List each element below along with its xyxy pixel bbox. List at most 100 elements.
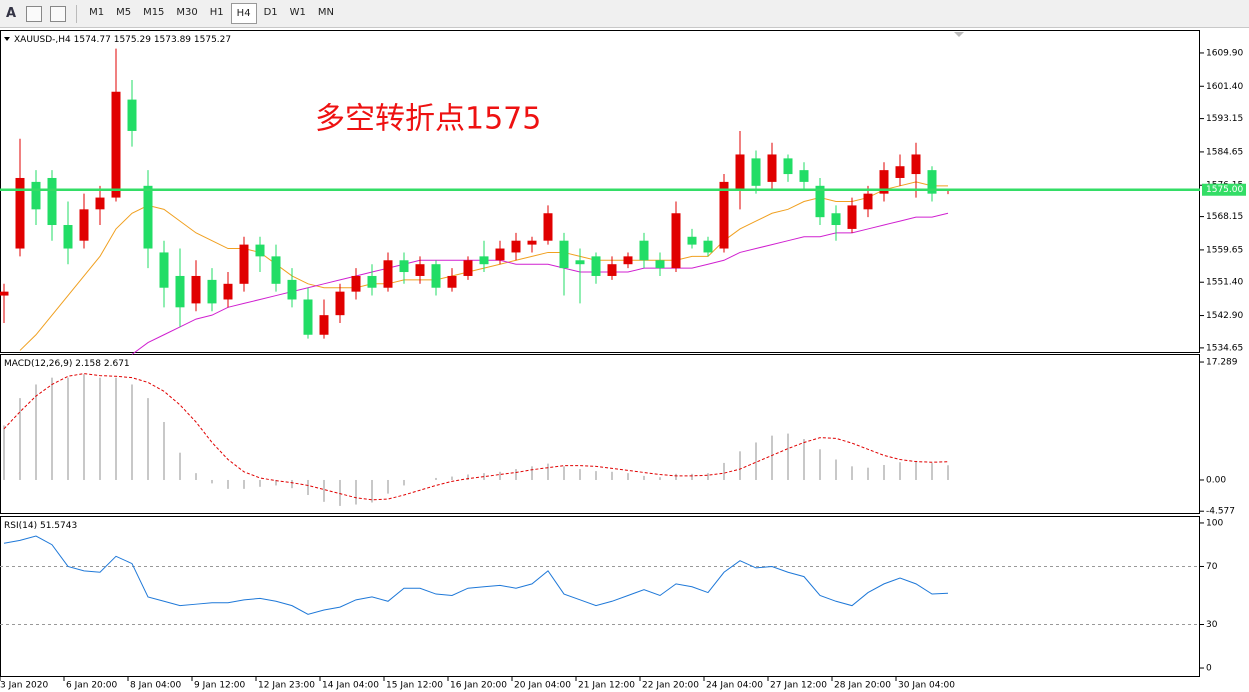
candle-body (927, 170, 937, 194)
shapes-tool[interactable] (50, 5, 67, 22)
y-tick-label: 1568.15 (1206, 212, 1243, 222)
candle-body (911, 154, 921, 175)
candle-body (367, 275, 377, 288)
candle-body (655, 260, 665, 269)
high-value: 1575.29 (114, 35, 151, 45)
shift-marker (954, 32, 964, 37)
y-tick-label: 1609.90 (1206, 48, 1243, 58)
candle-body (159, 252, 169, 288)
candle-body (783, 158, 793, 175)
candle-body (767, 154, 777, 182)
candle-body (399, 260, 409, 273)
candle-body (479, 256, 489, 265)
x-tick-label: 24 Jan 04:00 (706, 681, 763, 691)
x-tick-label: 3 Jan 2020 (0, 681, 48, 691)
x-tick-label: 12 Jan 23:00 (258, 681, 315, 691)
macd-header: MACD(12,26,9) 2.158 2.671 (4, 359, 130, 369)
candle-body (351, 275, 361, 292)
y-tick-label: 1551.40 (1206, 278, 1243, 288)
timeframe-button[interactable]: D1 (263, 7, 278, 18)
macd-title: MACD(12,26,9) (4, 359, 72, 369)
y-tick-label: 100 (1206, 518, 1223, 528)
candle-body (511, 240, 521, 253)
y-tick-label: 70 (1206, 562, 1218, 572)
candle-body (623, 256, 633, 265)
candle-body (191, 275, 201, 304)
candle-body (527, 240, 537, 245)
main-header: XAUUSD-,H4 1574.77 1575.29 1573.89 1575.… (14, 35, 231, 45)
low-value: 1573.89 (154, 35, 191, 45)
macd-panel (0, 354, 1200, 514)
candle-body (143, 185, 153, 249)
timeframe-button[interactable]: M1 (89, 7, 105, 18)
candle-body (63, 225, 73, 249)
candle-body (415, 264, 425, 276)
candle-body (863, 193, 873, 210)
toolbar: A M1 M5 M15 M30 H1 H4 D1 W1 MN (0, 0, 1249, 28)
candle-body (639, 240, 649, 261)
macd-value: 2.158 (75, 359, 101, 369)
signal-value: 2.671 (104, 359, 130, 369)
timeframes: M1 M5 M15 M30 H1 H4 D1 W1 MN (83, 3, 340, 24)
timeframe-button[interactable]: H4 (230, 3, 257, 24)
timeframe-button[interactable]: W1 (289, 7, 306, 18)
open-value: 1574.77 (74, 35, 111, 45)
x-tick-label: 16 Jan 20:00 (450, 681, 507, 691)
y-tick-label: 1584.65 (1206, 147, 1243, 157)
candle-body (815, 185, 825, 218)
rsi-title: RSI(14) (4, 521, 37, 531)
candle-body (207, 279, 217, 304)
text-label-tool[interactable] (26, 5, 43, 22)
candle-body (447, 275, 457, 288)
candle-body (431, 264, 441, 288)
y-tick-label: -4.577 (1206, 507, 1235, 517)
candle-body (223, 283, 233, 300)
candle-body (175, 275, 185, 308)
y-tick-label: 30 (1206, 620, 1218, 630)
indicator-line (3, 535, 949, 615)
candle-body (895, 166, 905, 178)
candle-body (831, 213, 841, 226)
price-level-label-bg (1202, 183, 1246, 196)
annotation: 多空转折点1575 (315, 102, 541, 137)
candle-body (335, 291, 345, 316)
candle-body (703, 240, 713, 253)
x-tick-label: 21 Jan 12:00 (578, 681, 635, 691)
candle-body (591, 256, 601, 276)
symbol: XAUUSD-,H4 (14, 35, 71, 45)
candle-body (671, 213, 681, 269)
timeframe-button[interactable]: M15 (143, 7, 165, 18)
candle-body (0, 291, 9, 296)
candle-body (95, 197, 105, 210)
candle-body (463, 260, 473, 276)
y-tick-label: 0.00 (1206, 475, 1226, 485)
x-tick-label: 15 Jan 12:00 (386, 681, 443, 691)
candle-body (607, 264, 617, 276)
x-tick-label: 9 Jan 12:00 (194, 681, 246, 691)
candle-body (751, 158, 761, 186)
timeframe-button[interactable]: MN (317, 7, 334, 18)
candle-body (559, 240, 569, 269)
candle-body (495, 248, 505, 261)
candle-body (879, 170, 889, 194)
menu-arrow (4, 37, 10, 41)
y-tick-label: 17.289 (1206, 358, 1238, 368)
candle-body (239, 244, 249, 284)
candle-body (735, 154, 745, 190)
timeframe-button[interactable]: H1 (209, 7, 224, 18)
x-tick-label: 27 Jan 12:00 (770, 681, 827, 691)
timeframe-button[interactable]: M30 (176, 7, 198, 18)
price-level-label: 1575.00 (1206, 185, 1243, 195)
candle-body (287, 279, 297, 300)
x-tick-label: 30 Jan 04:00 (898, 681, 955, 691)
candle-body (271, 256, 281, 284)
x-tick-label: 8 Jan 04:00 (130, 681, 182, 691)
candle-body (79, 209, 89, 241)
text-tool[interactable]: A (6, 6, 17, 21)
candle-body (127, 99, 137, 131)
indicator-line (3, 373, 949, 501)
timeframe-button[interactable]: M5 (116, 7, 132, 18)
candle-body (319, 315, 329, 335)
